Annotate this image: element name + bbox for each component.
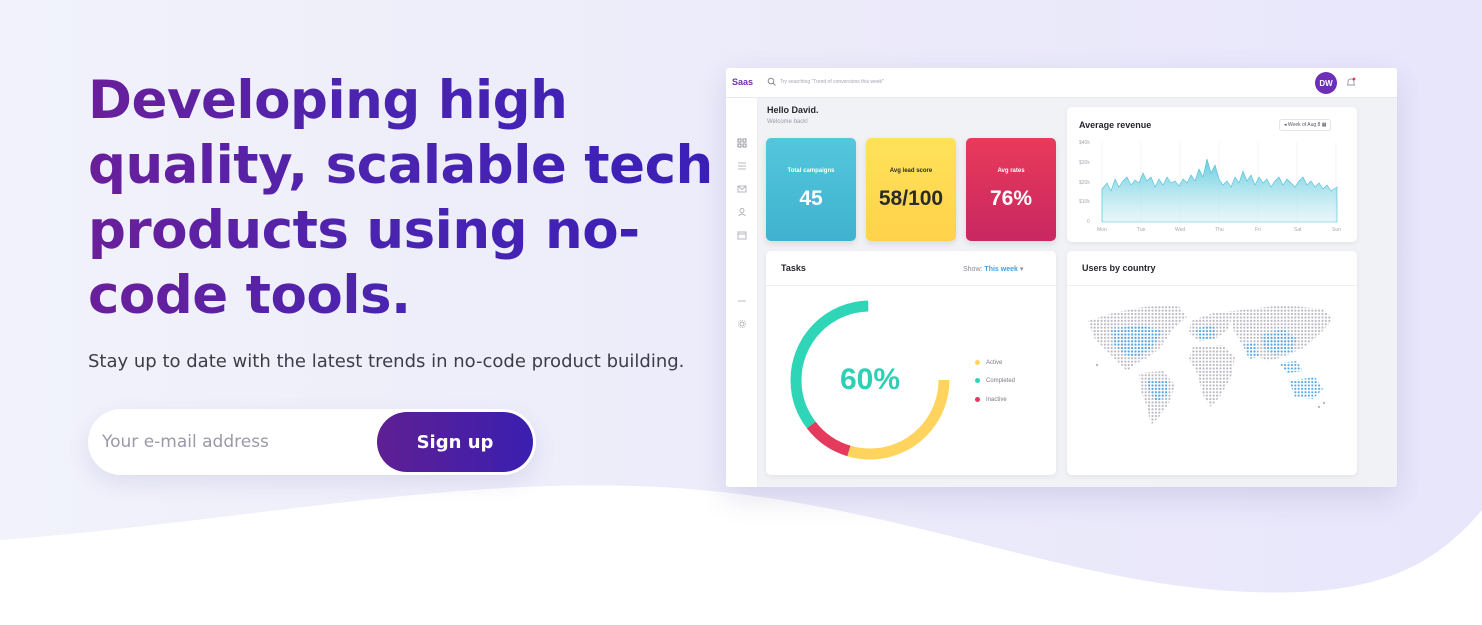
avatar[interactable]: DW (1315, 72, 1337, 94)
panel-title: Average revenue (1079, 120, 1152, 130)
x-tick: Tue (1137, 227, 1146, 233)
stat-value: 58/100 (878, 187, 944, 210)
headline-line: quality, scalable tech (88, 135, 713, 196)
chevron-down-icon: ▾ (1019, 266, 1024, 273)
y-tick: $30k (1079, 160, 1090, 166)
x-tick: Thu (1215, 227, 1224, 233)
dashboard-logo: Saas (732, 77, 754, 87)
x-axis-labels: Mon Tue Wed Thu Fri Sat Sun (1097, 227, 1341, 233)
y-tick: $40k (1079, 140, 1090, 146)
user-icon[interactable] (737, 207, 747, 217)
stat-value: 76% (989, 187, 1033, 210)
panel-title: Tasks (781, 263, 806, 273)
week-label: Week of Aug 8 (1287, 122, 1321, 128)
stat-label: Avg rates (997, 168, 1025, 174)
y-tick: 0 (1087, 219, 1090, 225)
stat-label: Total campaigns (787, 168, 835, 174)
mail-icon[interactable] (737, 184, 747, 194)
bell-icon[interactable] (1346, 77, 1356, 88)
dashboard-sidebar (726, 98, 758, 487)
greeting-subtitle: Welcome back! (767, 119, 808, 125)
users-by-country-panel: Users by country (1067, 251, 1357, 475)
dashboard-preview: Saas Try searching "Trend of conversions… (726, 68, 1397, 487)
stat-card-total-campaigns[interactable]: Total campaigns 45 (766, 138, 856, 241)
y-axis-labels: $40k $30k $20k $10k 0 (1079, 140, 1090, 225)
signup-button[interactable]: Sign up (377, 412, 533, 472)
revenue-area-chart: $40k $30k $20k $10k 0 Mon Tue Wed Thu Fr… (1079, 140, 1341, 233)
show-label: Show: (963, 266, 983, 273)
week-selector[interactable]: ◂ Week of Aug 8 ▦ (1279, 119, 1332, 131)
donut-active (790, 300, 950, 460)
dashboard-topbar: Saas Try searching "Trend of conversions… (726, 68, 1397, 98)
headline-line: Developing high (88, 70, 568, 131)
x-tick: Sat (1294, 227, 1302, 233)
calendar-icon[interactable] (737, 230, 747, 240)
tasks-donut-chart (790, 300, 950, 460)
headline-line: code tools. (88, 265, 411, 326)
gear-icon[interactable] (737, 319, 747, 329)
hero-subtitle: Stay up to date with the latest trends i… (88, 351, 685, 372)
minus-icon[interactable] (737, 296, 747, 306)
stat-card-avg-lead-score[interactable]: Avg lead score 58/100 (866, 138, 956, 241)
signup-form: Sign up (88, 409, 536, 475)
legend-active: Active (975, 360, 1002, 366)
stat-card-avg-rates[interactable]: Avg rates 76% (966, 138, 1056, 241)
dashboard-search-input[interactable]: Try searching "Trend of conversions this… (780, 79, 884, 85)
legend-dot (975, 378, 980, 383)
y-tick: $20k (1079, 180, 1090, 186)
show-value: This week (984, 266, 1018, 273)
stat-value: 45 (799, 187, 823, 210)
legend-inactive: Inactive (975, 397, 1007, 403)
headline-line: products using no- (88, 200, 640, 261)
donut-completed (790, 300, 950, 460)
x-tick: Mon (1097, 227, 1107, 233)
x-tick: Fri (1255, 227, 1261, 233)
email-input[interactable] (102, 422, 372, 462)
grid-icon[interactable] (737, 138, 747, 148)
legend-completed: Completed (975, 378, 1015, 384)
tasks-panel: Tasks Show: This week ▾ 60% Active Compl… (766, 251, 1056, 475)
y-tick: $10k (1079, 199, 1090, 205)
greeting: Hello David. (767, 105, 819, 115)
tasks-percent: 60% (839, 363, 901, 396)
hero-headline: Developing high quality, scalable tech p… (88, 68, 728, 328)
x-tick: Wed (1175, 227, 1185, 233)
tasks-filter[interactable]: Show: This week ▾ (963, 265, 1023, 273)
average-revenue-panel: Average revenue ◂ Week of Aug 8 ▦ $40k $… (1067, 107, 1357, 242)
x-tick: Sun (1332, 227, 1341, 233)
world-map-icon (1088, 305, 1333, 425)
search-icon (767, 77, 776, 86)
legend-dot (975, 397, 980, 402)
legend-dot (975, 360, 980, 365)
hero-section: Developing high quality, scalable tech p… (88, 68, 728, 475)
panel-title: Users by country (1082, 263, 1156, 273)
stat-label: Avg lead score (889, 168, 933, 174)
list-icon[interactable] (737, 161, 747, 171)
